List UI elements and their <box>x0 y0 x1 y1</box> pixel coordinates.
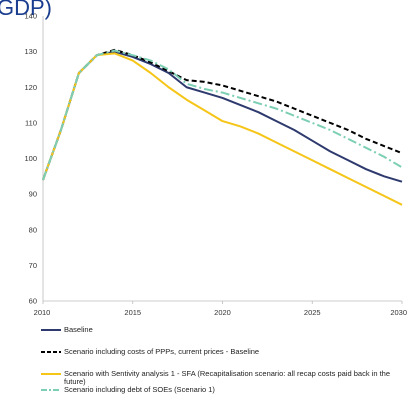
legend-swatch <box>40 326 62 334</box>
legend-label: Scenario including debt of SOEs (Scenari… <box>64 385 215 394</box>
legend-item-soe-scenario: Scenario including debt of SOEs (Scenari… <box>40 386 394 394</box>
y-tick-label: 120 <box>24 83 37 92</box>
legend-swatch <box>40 348 62 356</box>
y-tick-label: 60 <box>29 297 37 306</box>
legend-item-baseline: Baseline <box>40 326 394 334</box>
legend-label: Baseline <box>64 325 93 334</box>
legend-swatch <box>40 370 62 378</box>
x-tick-label: 2010 <box>34 308 51 317</box>
legend-swatch <box>40 386 62 394</box>
y-tick-label: 140 <box>24 12 37 21</box>
y-tick-label: 130 <box>24 47 37 56</box>
x-tick-label: 2015 <box>124 308 141 317</box>
y-tick-label: 80 <box>29 225 37 234</box>
series-line-baseline <box>42 50 403 183</box>
y-axis: 60 70 80 90 100 110 120 130 140 <box>24 12 37 306</box>
legend-item-sfa-scenario: Scenario with Sentivity analysis 1 - SFA… <box>40 370 394 386</box>
y-tick-label: 90 <box>29 190 37 199</box>
legend-label: Scenario including costs of PPPs, curren… <box>64 347 260 356</box>
y-tick-label: 100 <box>24 154 37 163</box>
chart-title-fragment: GDP) <box>0 0 52 20</box>
series-line-soe-scenario <box>42 49 403 181</box>
x-axis: 2010 2015 2020 2025 2030 <box>34 301 407 317</box>
x-tick-label: 2025 <box>304 308 321 317</box>
x-tick-label: 2020 <box>214 308 231 317</box>
legend-item-ppp-scenario: Scenario including costs of PPPs, curren… <box>40 348 394 356</box>
y-tick-label: 110 <box>25 118 37 127</box>
series-layer <box>42 48 403 206</box>
x-tick-label: 2030 <box>390 308 407 317</box>
y-tick-label: 70 <box>29 261 37 270</box>
legend-label: Scenario with Sentivity analysis 1 - SFA… <box>64 369 390 386</box>
